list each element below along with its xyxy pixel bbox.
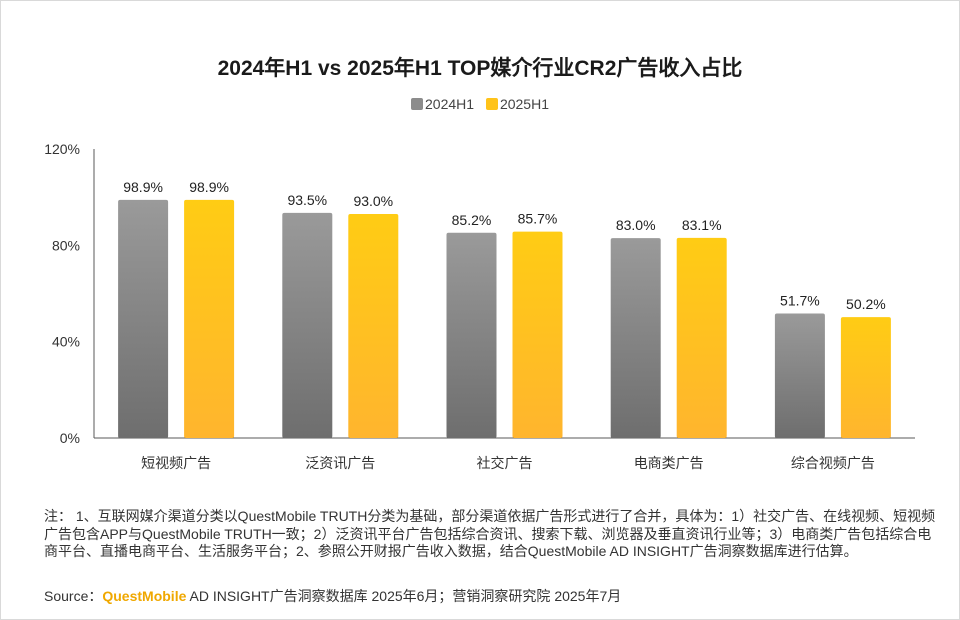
bar-2024h1	[282, 212, 333, 438]
x-tick-label: 泛资讯广告	[305, 455, 375, 471]
y-tick-label: 80%	[52, 237, 80, 253]
data-label: 98.9%	[123, 179, 163, 195]
chart-notes: 注： 1、互联网媒介渠道分类以QuestMobile TRUTH分类为基础，部分…	[44, 508, 936, 559]
y-tick-label: 0%	[60, 430, 80, 446]
chart-legend: 2024H1 2025H1	[0, 96, 960, 112]
data-label: 85.2%	[452, 212, 492, 228]
source-rest: AD INSIGHT广告洞察数据库 2025年6月；营销洞察研究院 2025年7…	[186, 588, 622, 604]
bar-2024h1	[774, 313, 825, 438]
data-label: 93.0%	[353, 193, 393, 209]
bar-2025h1	[676, 237, 727, 438]
legend-label-2024: 2024H1	[425, 96, 475, 112]
source-brand: QuestMobile	[102, 588, 187, 604]
data-label: 93.5%	[287, 192, 327, 208]
data-label: 83.1%	[682, 217, 722, 233]
legend-swatch-2024	[411, 98, 423, 110]
data-label: 51.7%	[780, 292, 820, 308]
legend-label-2025: 2025H1	[499, 96, 549, 112]
bar-2024h1	[446, 232, 497, 438]
x-tick-label: 电商类广告	[634, 455, 704, 471]
y-tick-label: 120%	[44, 141, 80, 157]
data-label: 85.7%	[518, 211, 558, 227]
x-tick-label: 社交广告	[477, 455, 533, 471]
bar-2025h1	[512, 231, 563, 438]
legend-item-2024: 2024H1	[411, 96, 474, 112]
legend-swatch-2025	[485, 98, 498, 110]
x-tick-label: 综合视频广告	[791, 455, 875, 471]
bar-2024h1	[118, 199, 169, 438]
chart-source: Source：QuestMobile AD INSIGHT广告洞察数据库 202…	[44, 586, 944, 606]
data-label: 83.0%	[616, 217, 656, 233]
data-label: 50.2%	[846, 296, 886, 312]
source-prefix: Source：	[44, 588, 103, 604]
chart-title: 2024年H1 vs 2025年H1 TOP媒介行业CR2广告收入占比	[217, 57, 743, 80]
legend-item-2025: 2025H1	[485, 96, 549, 112]
data-label: 98.9%	[189, 179, 229, 195]
bar-2024h1	[610, 238, 661, 438]
bar-2025h1	[184, 199, 235, 438]
bar-2025h1	[840, 317, 891, 438]
x-tick-label: 短视频广告	[141, 455, 211, 471]
y-tick-label: 40%	[52, 334, 80, 350]
bar-2025h1	[348, 214, 399, 438]
